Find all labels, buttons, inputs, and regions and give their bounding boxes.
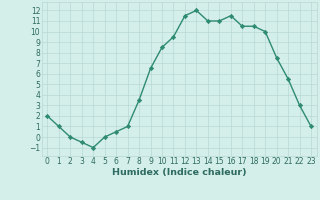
X-axis label: Humidex (Indice chaleur): Humidex (Indice chaleur) [112,168,246,177]
